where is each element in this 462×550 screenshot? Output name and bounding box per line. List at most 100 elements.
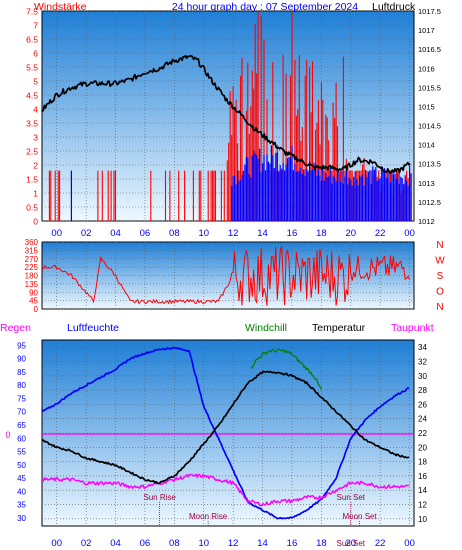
hour-label-top: 02: [81, 228, 92, 239]
hour-label-top: 22: [375, 228, 386, 239]
pressure-tick-label: 1013: [418, 179, 435, 188]
hour-label-bottom: 18: [316, 538, 327, 549]
temperature-tick-label: 20: [418, 443, 427, 452]
rain-value-label: 0: [5, 430, 10, 440]
humidity-tick-label: 95: [17, 341, 26, 350]
humidity-tick-label: 30: [17, 514, 26, 523]
wind-tick-label: 4: [33, 105, 38, 115]
hour-label-bottom: 08: [169, 538, 180, 549]
legend-label: Temperatur: [312, 322, 366, 334]
event-label: Sun Rise: [143, 493, 176, 502]
compass-label: O: [436, 287, 444, 298]
pressure-tick-label: 1015: [418, 102, 435, 111]
wind-tick-label: 0: [33, 217, 38, 227]
event-label-bottom: Sun Set: [337, 539, 366, 548]
hour-label-bottom: 06: [140, 538, 151, 549]
hour-label-bottom: 12: [228, 538, 239, 549]
direction-tick-label: 45: [29, 297, 38, 306]
wind-tick-label: 7: [33, 21, 38, 31]
pressure-tick-label: 1016: [418, 64, 435, 73]
legend-label: Regen: [0, 322, 31, 334]
chart-title: 24 hour graph day : 07 September 2024: [172, 1, 358, 13]
direction-tick-label: 0: [34, 305, 39, 314]
humidity-series: [41, 346, 410, 520]
humidity-tick-label: 45: [17, 474, 26, 483]
event-label: Moon Set: [342, 512, 377, 521]
hour-label-bottom: 00: [51, 538, 62, 549]
hour-label-bottom: 00: [404, 538, 415, 549]
temperature-tick-label: 24: [418, 415, 427, 424]
temperature-tick-label: 22: [418, 429, 427, 438]
compass-label: N: [436, 240, 443, 251]
hour-label-bottom: 10: [198, 538, 209, 549]
wind-tick-label: 3.5: [26, 119, 38, 129]
wind-tick-label: 2: [33, 161, 38, 171]
temperature-tick-label: 28: [418, 386, 427, 395]
hour-label-bottom: 04: [110, 538, 121, 549]
pressure-tick-label: 1017.5: [418, 7, 441, 16]
event-label: Sun Set: [337, 493, 366, 502]
compass-label: W: [435, 256, 445, 267]
wind-tick-label: 3: [33, 133, 38, 143]
hour-label-bottom: 14: [257, 538, 268, 549]
wind-direction-series: [41, 245, 411, 306]
temperature-tick-label: 18: [418, 458, 427, 467]
legend-label: Windchill: [245, 322, 287, 334]
wind-tick-label: 5.5: [26, 63, 38, 73]
hour-label-bottom: 16: [287, 538, 298, 549]
hour-label-top: 10: [198, 228, 209, 239]
hour-label-top: 12: [228, 228, 239, 239]
compass-label: S: [437, 271, 444, 282]
humidity-tick-label: 70: [17, 408, 26, 417]
hour-label-top: 18: [316, 228, 327, 239]
temperature-tick-label: 12: [418, 501, 427, 510]
hour-label-top: 08: [169, 228, 180, 239]
wind-tick-label: 7.5: [26, 7, 38, 17]
wind-tick-label: 6.5: [26, 35, 38, 45]
wind-tick-label: 6: [33, 49, 38, 59]
temperature-tick-label: 26: [418, 400, 427, 409]
humidity-tick-label: 35: [17, 501, 26, 510]
pressure-tick-label: 1017: [418, 26, 435, 35]
humidity-tick-label: 65: [17, 421, 26, 430]
legend-label: Taupunkt: [391, 322, 434, 334]
pressure-tick-label: 1013.5: [418, 160, 441, 169]
direction-tick-label: 90: [29, 288, 38, 297]
wind-tick-label: 4.5: [26, 91, 38, 101]
humidity-tick-label: 90: [17, 355, 26, 364]
humidity-tick-label: 50: [17, 461, 26, 470]
hour-label-top: 00: [51, 228, 62, 239]
wind-tick-label: 1: [33, 189, 38, 199]
gust-series: [70, 145, 412, 221]
hour-label-bottom: 20: [345, 538, 356, 549]
wind-tick-label: 1.5: [26, 175, 38, 185]
pressure-tick-label: 1014.5: [418, 122, 441, 131]
wind-tick-label: 2.5: [26, 147, 38, 157]
hour-label-top: 14: [257, 228, 268, 239]
hour-label-top: 16: [287, 228, 298, 239]
temperature-tick-label: 10: [418, 515, 427, 524]
legend-label: Luftfeuchte: [67, 322, 119, 334]
hour-label-top: 20: [345, 228, 356, 239]
hour-label-top: 00: [404, 228, 415, 239]
humidity-tick-label: 80: [17, 381, 26, 390]
pressure-tick-label: 1014: [418, 141, 435, 150]
direction-tick-label: 225: [25, 263, 39, 272]
humidity-tick-label: 40: [17, 487, 26, 496]
hour-label-top: 04: [110, 228, 121, 239]
dewpoint-series: [42, 473, 410, 507]
temperature-tick-label: 34: [418, 343, 427, 352]
pressure-tick-label: 1012: [418, 217, 435, 226]
temperature-tick-label: 16: [418, 472, 427, 481]
humidity-tick-label: 55: [17, 448, 26, 457]
direction-tick-label: 180: [25, 272, 39, 281]
pressure-tick-label: 1016.5: [418, 45, 441, 54]
temperature-tick-label: 32: [418, 357, 427, 366]
windchill-series: [250, 348, 322, 390]
direction-tick-label: 315: [25, 246, 39, 255]
direction-tick-label: 135: [25, 280, 39, 289]
hour-label-bottom: 02: [81, 538, 92, 549]
pressure-series: [41, 54, 411, 174]
humidity-tick-label: 85: [17, 368, 26, 377]
